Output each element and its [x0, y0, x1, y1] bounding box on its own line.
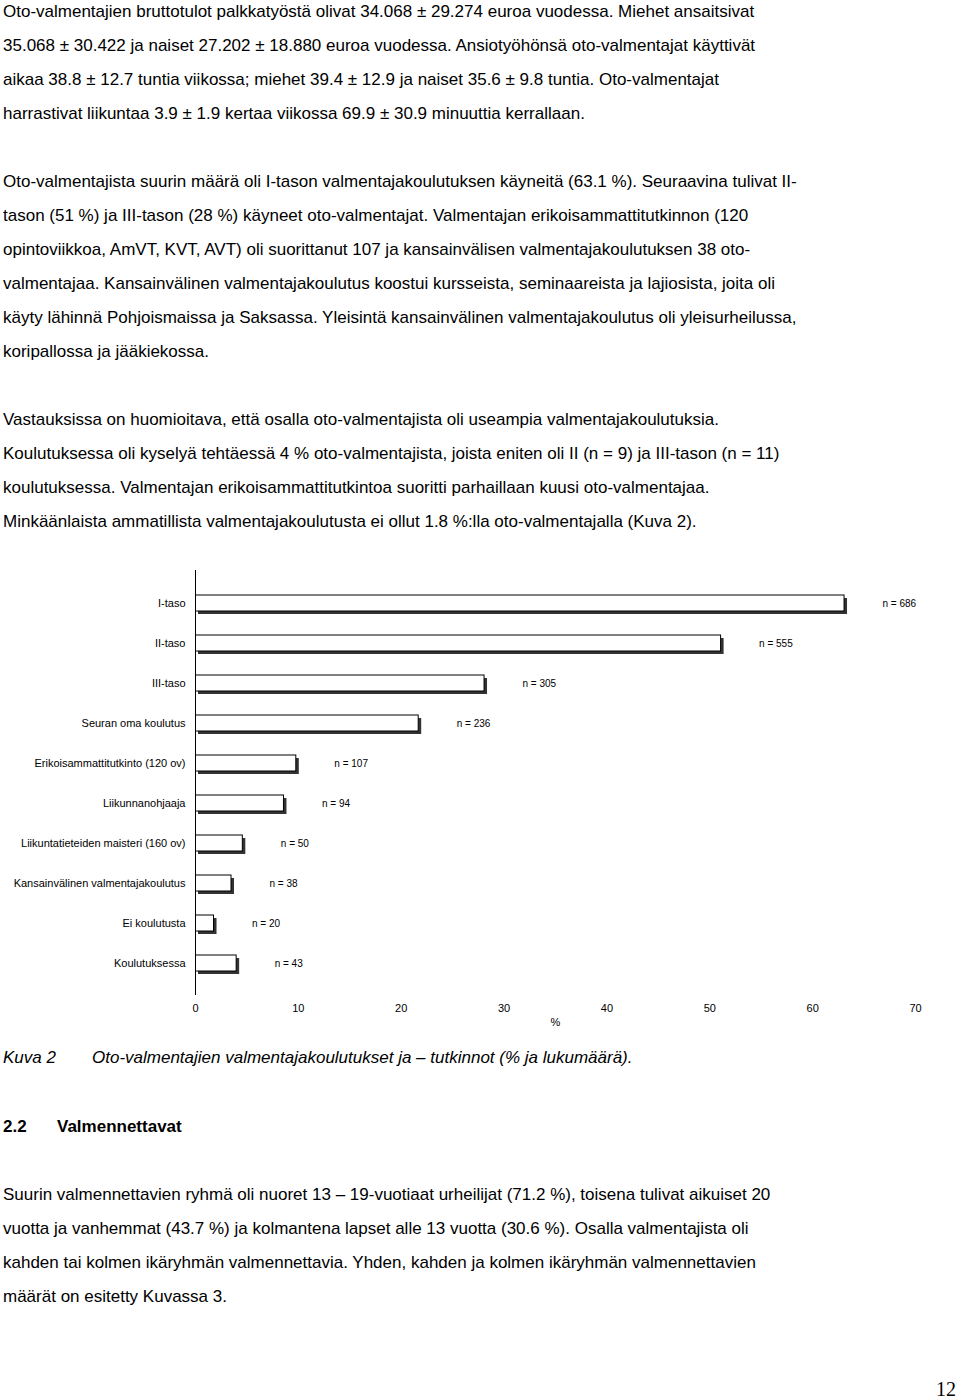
svg-text:40: 40	[601, 1002, 613, 1014]
html-text:tason (51 %) ja III-tason (28: tason (51 %) ja III-tason (28 %) käyneet…	[3, 206, 749, 225]
html-text:käyty lähinnä Pohjoismaissa ja: käyty lähinnä Pohjoismaissa ja Saksassa.…	[3, 308, 797, 327]
svg-text:60: 60	[807, 1002, 819, 1014]
html-text:Kuva 2: Kuva 2	[3, 1048, 56, 1067]
svg-text:Kansainvälinen valmentajakoulu: Kansainvälinen valmentajakoulutus	[14, 877, 186, 889]
svg-text:Seuran oma koulutus: Seuran oma koulutus	[82, 717, 186, 729]
svg-text:n = 38: n = 38	[270, 878, 299, 889]
svg-text:I-taso: I-taso	[158, 597, 186, 609]
svg-text:50: 50	[704, 1002, 716, 1014]
svg-text:n = 305: n = 305	[523, 678, 557, 689]
svg-text:n = 94: n = 94	[322, 798, 351, 809]
html-text:aikaa 38.8 ± 12.7 tuntia viiko: aikaa 38.8 ± 12.7 tuntia viikossa; miehe…	[3, 70, 719, 89]
html-text:35.068 ± 30.422 ja naiset 27.2: 35.068 ± 30.422 ja naiset 27.202 ± 18.88…	[3, 36, 756, 55]
svg-text:n = 555: n = 555	[759, 638, 793, 649]
svg-text:Liikuntatieteiden maisteri (16: Liikuntatieteiden maisteri (160 ov)	[21, 837, 185, 849]
svg-text:0: 0	[192, 1002, 198, 1014]
svg-text:n = 686: n = 686	[883, 598, 917, 609]
html-text:Oto-valmentajien valmentajakou: Oto-valmentajien valmentajakoulutukset j…	[92, 1048, 633, 1067]
html-text:Oto-valmentajista suurin määrä: Oto-valmentajista suurin määrä oli I-tas…	[3, 172, 797, 191]
svg-text:10: 10	[292, 1002, 304, 1014]
html-text:opintoviikkoa, AmVT, KVT, AVT): opintoviikkoa, AmVT, KVT, AVT) oli suori…	[3, 240, 751, 259]
svg-text:Ei koulutusta: Ei koulutusta	[123, 917, 187, 929]
html-text:Oto-valmentajien bruttotulot p: Oto-valmentajien bruttotulot palkkatyöst…	[3, 2, 755, 21]
html-text:2.2: 2.2	[3, 1117, 27, 1136]
html-text:valmentajaa. Kansainvälinen va: valmentajaa. Kansainvälinen valmentajako…	[3, 274, 775, 293]
svg-text:%: %	[551, 1016, 561, 1028]
html-text:Minkäänlaista ammatillista val: Minkäänlaista ammatillista valmentajakou…	[3, 512, 697, 531]
html-text:koulutuksessa. Valmentajan eri: koulutuksessa. Valmentajan erikoisammatt…	[3, 478, 710, 497]
html-text:Valmennettavat: Valmennettavat	[57, 1117, 182, 1136]
svg-text:Erikoisammattitutkinto (120 ov: Erikoisammattitutkinto (120 ov)	[35, 757, 186, 769]
svg-text:n = 236: n = 236	[457, 718, 491, 729]
svg-text:n = 43: n = 43	[275, 958, 304, 969]
svg-text:II-taso: II-taso	[155, 637, 186, 649]
html-text:harrastivat liikuntaa 3.9 ± 1.: harrastivat liikuntaa 3.9 ± 1.9 kertaa v…	[3, 104, 585, 123]
html-text:koripallossa ja jääkiekossa.: koripallossa ja jääkiekossa.	[3, 342, 209, 361]
svg-text:n = 107: n = 107	[334, 758, 368, 769]
html-text:Koulutuksessa oli kyselyä teht: Koulutuksessa oli kyselyä tehtäessä 4 % …	[3, 444, 780, 463]
svg-text:Liikunnanohjaaja: Liikunnanohjaaja	[103, 797, 186, 809]
svg-text:n = 20: n = 20	[252, 918, 281, 929]
html-text:Vastauksissa on huomioitava, e: Vastauksissa on huomioitava, että osalla…	[3, 410, 719, 429]
svg-text:70: 70	[909, 1002, 921, 1014]
html-text:kahden tai kolmen ikäryhmän va: kahden tai kolmen ikäryhmän valmennettav…	[3, 1253, 756, 1272]
html-text:määrät on esitetty Kuvassa 3.: määrät on esitetty Kuvassa 3.	[3, 1287, 227, 1306]
html-text:Suurin valmennettavien ryhmä o: Suurin valmennettavien ryhmä oli nuoret …	[3, 1185, 771, 1204]
html-text:vuotta ja vanhemmat (43.7 %) j: vuotta ja vanhemmat (43.7 %) ja kolmante…	[3, 1219, 749, 1238]
svg-text:III-taso: III-taso	[152, 677, 186, 689]
svg-text:n = 50: n = 50	[281, 838, 310, 849]
svg-text:20: 20	[395, 1002, 407, 1014]
svg-text:30: 30	[498, 1002, 510, 1014]
svg-text:Koulutuksessa: Koulutuksessa	[114, 957, 186, 969]
